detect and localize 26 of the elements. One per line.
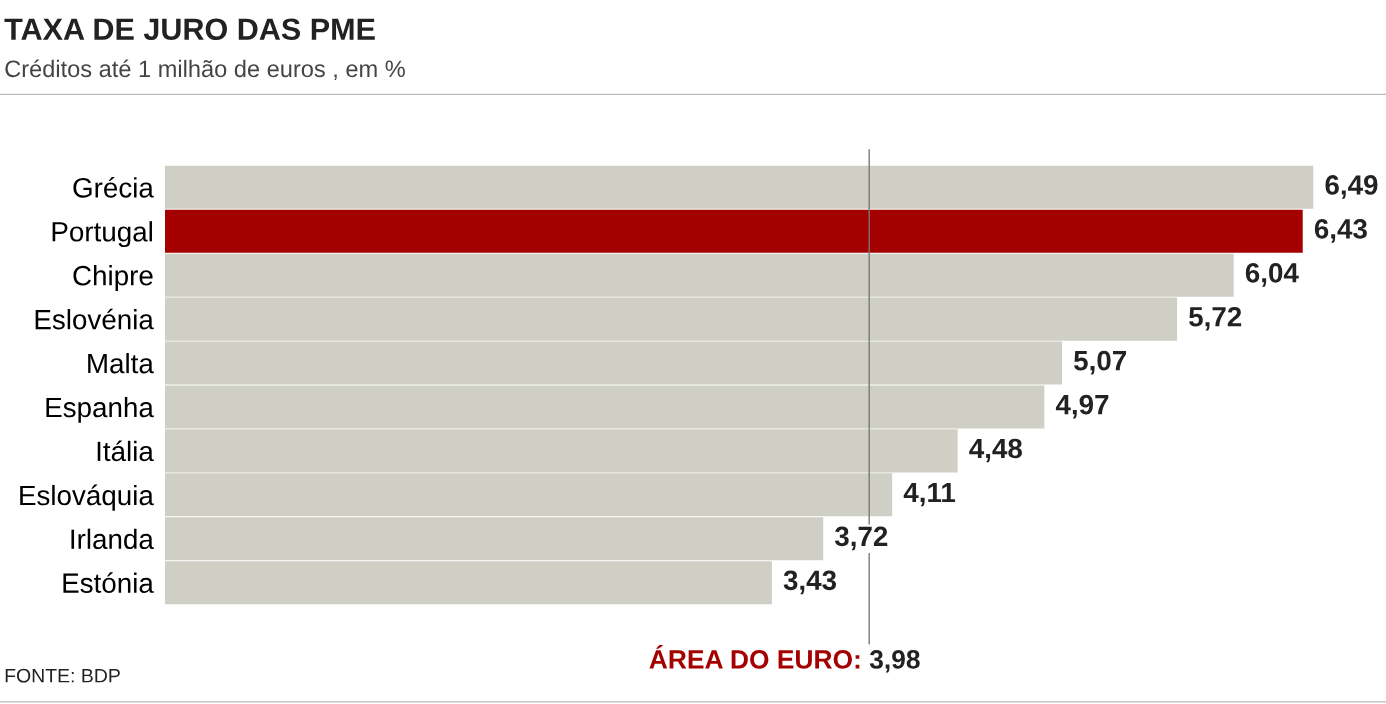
data-label: 5,72 xyxy=(1189,306,1242,331)
y-tick-label: Chipre xyxy=(73,265,153,292)
y-tick-label: Estónia xyxy=(63,572,154,593)
y-tick-label: Grécia xyxy=(73,176,154,198)
y-tick-label: Malta xyxy=(88,352,154,374)
source-note: FONTE: BDP xyxy=(5,668,120,683)
ref-line-label: ÁREA DO EURO: 3,98 xyxy=(649,645,920,673)
data-label: 4,48 xyxy=(969,438,1022,463)
data-label: 5,07 xyxy=(1074,350,1127,375)
y-tick-label: Eslováquia xyxy=(20,484,154,511)
data-label: 6,49 xyxy=(1325,175,1378,199)
chart-subtitle: Créditos até 1 milhão de euros , em % xyxy=(5,59,405,80)
data-label: 4,11 xyxy=(903,482,956,507)
y-tick-label: Itália xyxy=(97,440,154,462)
bar xyxy=(164,209,1303,253)
y-tick-label: Eslovénia xyxy=(35,308,154,330)
data-label: 4,97 xyxy=(1055,394,1109,419)
data-label: 6,43 xyxy=(1314,219,1367,243)
chart-title: TAXA DE JURO DAS PME xyxy=(4,18,375,41)
bar xyxy=(164,165,1314,209)
data-label: 3,43 xyxy=(783,570,837,595)
data-label: 6,04 xyxy=(1245,262,1299,287)
data-label: 3,72 xyxy=(834,526,888,551)
y-tick-label: Portugal xyxy=(52,221,152,248)
y-tick-label: Irlanda xyxy=(71,528,154,550)
y-tick-label: Espanha xyxy=(46,396,154,423)
